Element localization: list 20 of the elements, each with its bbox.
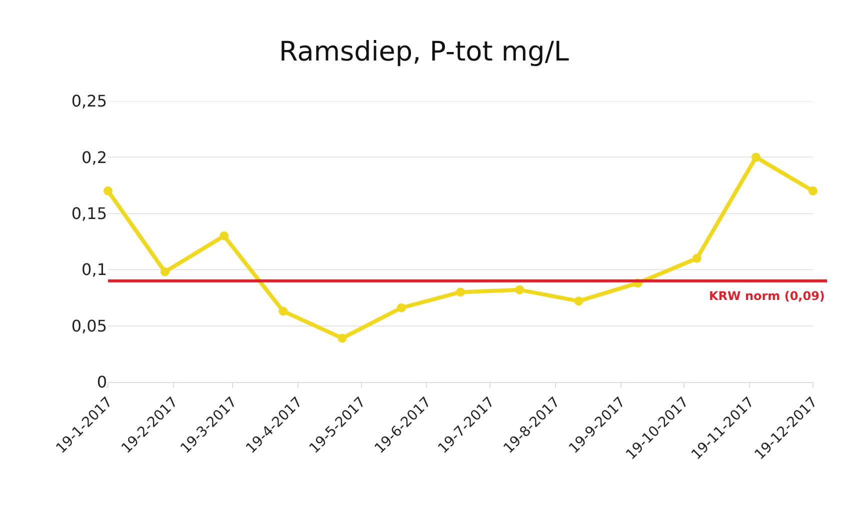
point (692, 254, 702, 263)
point (456, 288, 465, 297)
y-tick-label: 0 (96, 372, 107, 392)
point (752, 152, 761, 162)
point (220, 231, 229, 240)
chart-title: Ramsdiep, P-tot mg/L (279, 36, 569, 68)
point (278, 306, 288, 316)
y-tick-label: 0,1 (82, 260, 107, 280)
point (396, 303, 406, 312)
point (515, 285, 524, 294)
y-tick-label: 0,15 (71, 204, 107, 223)
y-tick-label: 0,25 (71, 92, 107, 111)
point (338, 334, 347, 343)
point (808, 186, 818, 196)
y-tick-label: 0,05 (71, 316, 107, 336)
ref-line-label: KRW norm (0,09) (709, 289, 825, 303)
point (574, 296, 584, 306)
y-tick-label: 0,2 (82, 148, 107, 167)
point (104, 186, 112, 196)
point (160, 267, 170, 276)
